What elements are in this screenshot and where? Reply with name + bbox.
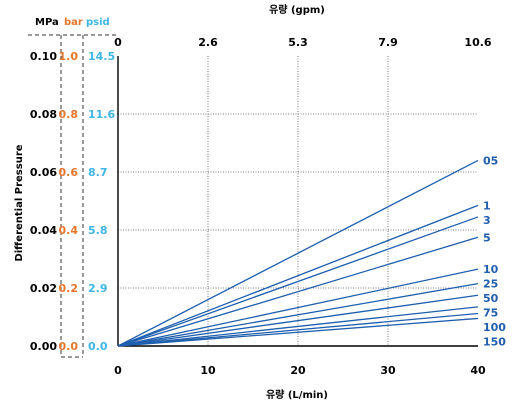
series-line-25	[117, 283, 479, 347]
unit-column-guides	[28, 34, 118, 358]
top-axis-title: 유량 (gpm)	[269, 4, 325, 16]
grid-lines	[118, 56, 478, 346]
y-tick-label-psid: 0.0	[88, 340, 108, 353]
top-tick-label: 7.9	[378, 36, 398, 49]
y-tick-label-bar: 0.4	[59, 224, 79, 237]
series-label-75: 75	[483, 307, 498, 320]
x-axis-title: 유량 (L/min)	[266, 389, 328, 401]
x-tick-label: 10	[200, 364, 216, 377]
unit-label-bar: bar	[64, 17, 83, 28]
series-line-5	[117, 236, 479, 347]
x-tick-label: 40	[470, 364, 486, 377]
y-axis-title: Differential Pressure	[14, 144, 25, 261]
series-line-1	[117, 204, 479, 347]
y-tick-label-mpa: 0.08	[30, 108, 57, 121]
y-tick-label-mpa: 0.10	[30, 50, 57, 63]
series-line-50	[117, 294, 479, 347]
series-line-05	[117, 159, 479, 347]
series-label-150: 150	[483, 336, 506, 349]
series-line-75	[117, 306, 479, 347]
y-tick-label-bar: 0.2	[59, 282, 79, 295]
series-label-100: 100	[483, 321, 506, 334]
x-tick-label: 0	[114, 364, 122, 377]
y-tick-label-psid: 11.6	[88, 108, 115, 121]
unit-label-psid: psid	[86, 17, 110, 28]
series-line-150	[117, 317, 479, 347]
y-tick-label-mpa: 0.02	[30, 282, 57, 295]
y-tick-label-psid: 5.8	[88, 224, 108, 237]
y-tick-label-bar: 0.0	[59, 340, 79, 353]
series-label-25: 25	[483, 278, 498, 291]
top-tick-label: 0	[114, 36, 122, 49]
y-tick-label-mpa: 0.04	[30, 224, 57, 237]
series-label-10: 10	[483, 263, 499, 276]
y-tick-label-psid: 14.5	[88, 50, 115, 63]
y-tick-label-psid: 8.7	[88, 166, 108, 179]
series-label-05: 05	[483, 154, 498, 167]
x-tick-label: 30	[380, 364, 396, 377]
y-tick-label-psid: 2.9	[88, 282, 108, 295]
y-tick-label-bar: 1.0	[59, 50, 79, 63]
series-label-5: 5	[483, 231, 491, 244]
series-lines	[117, 159, 479, 347]
text-labels: 유량 (gpm) 유량 (L/min) Differential Pressur…	[14, 4, 506, 401]
axes-frame	[117, 56, 478, 347]
series-line-10	[117, 268, 479, 347]
series-line-3	[117, 216, 479, 347]
y-tick-label-mpa: 0.00	[30, 340, 57, 353]
series-label-50: 50	[483, 292, 499, 305]
top-tick-label: 2.6	[198, 36, 218, 49]
top-tick-label: 5.3	[288, 36, 308, 49]
series-line-100	[117, 312, 479, 347]
series-label-3: 3	[483, 214, 491, 227]
y-tick-label-bar: 0.6	[59, 166, 79, 179]
x-tick-label: 20	[290, 364, 306, 377]
unit-label-mpa: MPa	[35, 17, 59, 28]
top-tick-label: 10.6	[464, 36, 491, 49]
y-tick-label-bar: 0.8	[59, 108, 79, 121]
y-tick-label-mpa: 0.06	[30, 166, 57, 179]
series-label-1: 1	[483, 199, 491, 212]
